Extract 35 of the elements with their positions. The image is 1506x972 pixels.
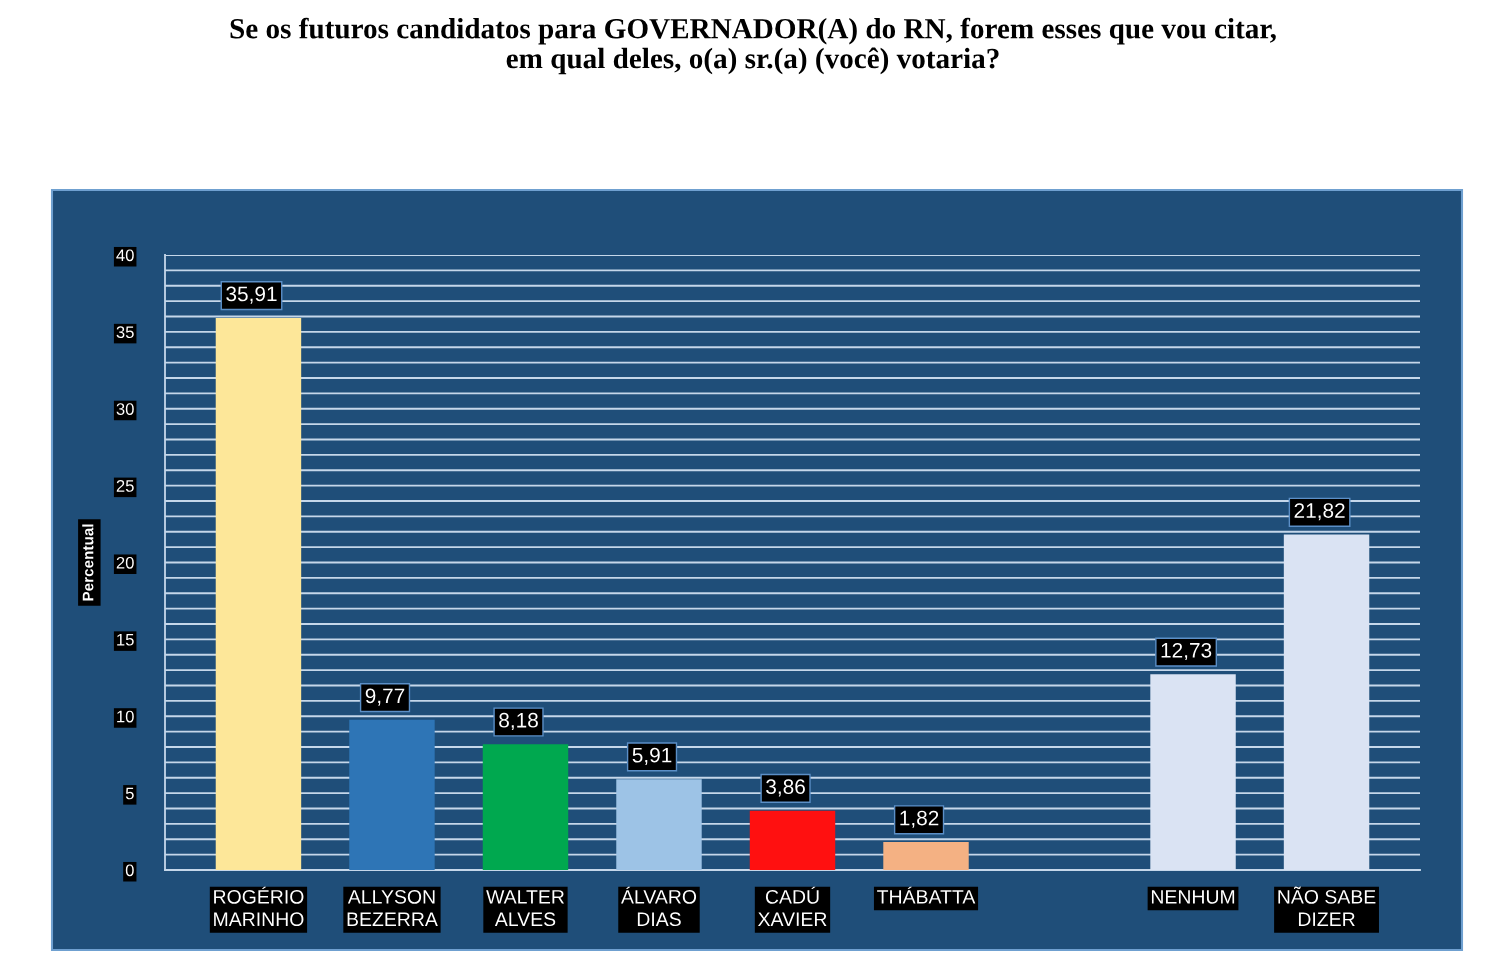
y-tick-label: 20 xyxy=(116,556,134,569)
y-axis-title: Percentual xyxy=(82,524,94,601)
bar xyxy=(1283,534,1370,870)
bar xyxy=(349,719,435,870)
bar xyxy=(749,810,836,870)
y-tick-label: 15 xyxy=(117,633,134,646)
bar xyxy=(215,317,302,870)
y-tick-label: 0 xyxy=(125,864,134,877)
y-tick-label: 5 xyxy=(125,787,134,800)
data-label: 8,18 xyxy=(499,712,538,731)
y-tick-label: 30 xyxy=(116,403,134,415)
data-label: 35,91 xyxy=(226,286,277,304)
chart-title: Se os futuros candidatos para GOVERNADOR(A) do RN, forem esses que vou citar, em qual deles, o(a) sr.(a) (você) votaria? xyxy=(230,17,1276,75)
x-tick-label: CADÚ XAVIER xyxy=(757,886,827,926)
y-tick-label: 25 xyxy=(116,480,134,492)
x-tick-label: ROGÉRIO MARINHO xyxy=(214,886,304,927)
x-tick-label: ALLYSON BEZERRA xyxy=(347,889,438,926)
y-tick-label: 40 xyxy=(116,249,134,262)
y-tick-label: 35 xyxy=(116,326,134,339)
x-tick-label: ÁLVARO DIAS xyxy=(621,886,697,927)
x-tick-label: NÃO SABE DIZER xyxy=(1278,886,1376,926)
data-label: 21,82 xyxy=(1294,503,1345,521)
bar xyxy=(616,779,702,870)
data-label: 3,86 xyxy=(766,779,805,797)
data-label: 9,77 xyxy=(365,688,405,706)
x-tick-label: WALTER ALVES xyxy=(486,890,565,927)
x-tick-label: NENHUM xyxy=(1151,890,1235,904)
bar xyxy=(482,744,569,870)
x-tick-label: THÁBATTA xyxy=(877,886,976,904)
y-tick-label: 10 xyxy=(117,710,134,723)
bar xyxy=(1150,674,1236,870)
data-label: 12,73 xyxy=(1161,642,1212,661)
bar xyxy=(883,842,969,870)
data-label: 5,91 xyxy=(632,747,672,765)
data-label: 1,82 xyxy=(900,810,939,828)
